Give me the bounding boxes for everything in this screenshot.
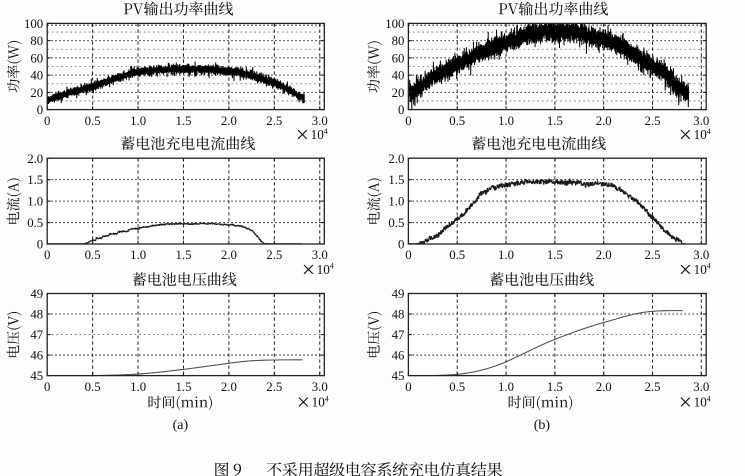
svg-text:0: 0 — [398, 103, 404, 117]
svg-text:10: 10 — [311, 127, 325, 142]
svg-text:2.5: 2.5 — [266, 114, 282, 128]
svg-text:1.5: 1.5 — [547, 248, 563, 262]
svg-text:1.5: 1.5 — [176, 248, 192, 262]
svg-text:1.5: 1.5 — [388, 173, 404, 187]
svg-text:0: 0 — [405, 114, 411, 128]
svg-text:4: 4 — [324, 127, 328, 136]
svg-text:0: 0 — [398, 238, 404, 252]
svg-text:0: 0 — [37, 103, 43, 117]
svg-text:10: 10 — [312, 395, 326, 410]
svg-text:4: 4 — [707, 394, 711, 403]
svg-text:48: 48 — [30, 308, 43, 322]
svg-text:1.0: 1.0 — [498, 248, 514, 262]
svg-text:(b): (b) — [534, 418, 551, 433]
svg-text:100: 100 — [24, 17, 43, 31]
svg-text:60: 60 — [30, 52, 43, 66]
svg-text:2.0: 2.0 — [596, 380, 612, 394]
svg-text:1.5: 1.5 — [547, 380, 563, 394]
svg-text:2.0: 2.0 — [388, 152, 404, 166]
svg-text:2.5: 2.5 — [645, 114, 661, 128]
svg-text:10: 10 — [694, 262, 708, 277]
svg-text:1.0: 1.0 — [130, 114, 146, 128]
svg-text:0: 0 — [44, 380, 50, 394]
svg-text:1.5: 1.5 — [27, 173, 43, 187]
svg-text:0.5: 0.5 — [85, 380, 101, 394]
svg-text:20: 20 — [30, 86, 43, 100]
svg-text:2.5: 2.5 — [266, 380, 282, 394]
svg-text:1.0: 1.0 — [130, 380, 146, 394]
svg-text:0.5: 0.5 — [27, 216, 43, 230]
svg-text:40: 40 — [30, 69, 43, 83]
svg-text:1.5: 1.5 — [176, 380, 192, 394]
svg-text:49: 49 — [30, 287, 43, 301]
svg-text:3.0: 3.0 — [312, 114, 328, 128]
svg-text:0: 0 — [37, 238, 43, 252]
svg-text:2.5: 2.5 — [645, 380, 661, 394]
svg-text:2.0: 2.0 — [596, 114, 612, 128]
svg-text:1.0: 1.0 — [130, 248, 146, 262]
svg-text:45: 45 — [392, 369, 405, 383]
svg-text:20: 20 — [392, 86, 405, 100]
svg-text:46: 46 — [30, 349, 43, 363]
svg-text:1.5: 1.5 — [547, 114, 563, 128]
svg-text:1.0: 1.0 — [498, 114, 514, 128]
svg-text:4: 4 — [707, 262, 711, 271]
svg-text:40: 40 — [392, 69, 405, 83]
svg-text:2.0: 2.0 — [27, 152, 43, 166]
svg-text:1.0: 1.0 — [27, 195, 43, 209]
svg-text:10: 10 — [694, 127, 708, 142]
svg-text:4: 4 — [325, 394, 329, 403]
svg-text:1.5: 1.5 — [176, 114, 192, 128]
svg-text:48: 48 — [392, 308, 405, 322]
svg-text:47: 47 — [30, 328, 43, 342]
svg-text:10: 10 — [694, 395, 708, 410]
svg-text:10: 10 — [317, 262, 331, 277]
svg-text:80: 80 — [392, 34, 405, 48]
svg-text:0: 0 — [44, 248, 50, 262]
svg-text:2.5: 2.5 — [266, 248, 282, 262]
svg-text:2.5: 2.5 — [645, 248, 661, 262]
svg-text:4: 4 — [330, 262, 334, 271]
svg-text:3.0: 3.0 — [693, 380, 709, 394]
svg-text:49: 49 — [392, 287, 405, 301]
svg-text:60: 60 — [392, 52, 405, 66]
svg-text:80: 80 — [30, 34, 43, 48]
svg-text:0.5: 0.5 — [85, 248, 101, 262]
svg-text:0.5: 0.5 — [388, 216, 404, 230]
svg-text:3.0: 3.0 — [312, 248, 328, 262]
svg-text:3.0: 3.0 — [693, 114, 709, 128]
svg-text:0.5: 0.5 — [449, 248, 465, 262]
svg-text:3.0: 3.0 — [312, 380, 328, 394]
svg-text:100: 100 — [385, 17, 404, 31]
svg-text:0.5: 0.5 — [85, 114, 101, 128]
svg-text:0: 0 — [405, 380, 411, 394]
svg-text:0.5: 0.5 — [449, 380, 465, 394]
svg-text:0: 0 — [405, 248, 411, 262]
svg-text:47: 47 — [392, 328, 405, 342]
svg-text:2.0: 2.0 — [221, 380, 237, 394]
svg-text:(a): (a) — [173, 418, 189, 433]
svg-text:1.0: 1.0 — [498, 380, 514, 394]
svg-text:46: 46 — [392, 349, 405, 363]
svg-text:3.0: 3.0 — [693, 248, 709, 262]
svg-text:2.0: 2.0 — [221, 114, 237, 128]
svg-text:2.0: 2.0 — [596, 248, 612, 262]
svg-text:45: 45 — [30, 369, 43, 383]
svg-text:2.0: 2.0 — [221, 248, 237, 262]
svg-text:0.5: 0.5 — [449, 114, 465, 128]
svg-text:1.0: 1.0 — [388, 195, 404, 209]
svg-text:4: 4 — [707, 127, 711, 136]
svg-text:0: 0 — [44, 114, 50, 128]
